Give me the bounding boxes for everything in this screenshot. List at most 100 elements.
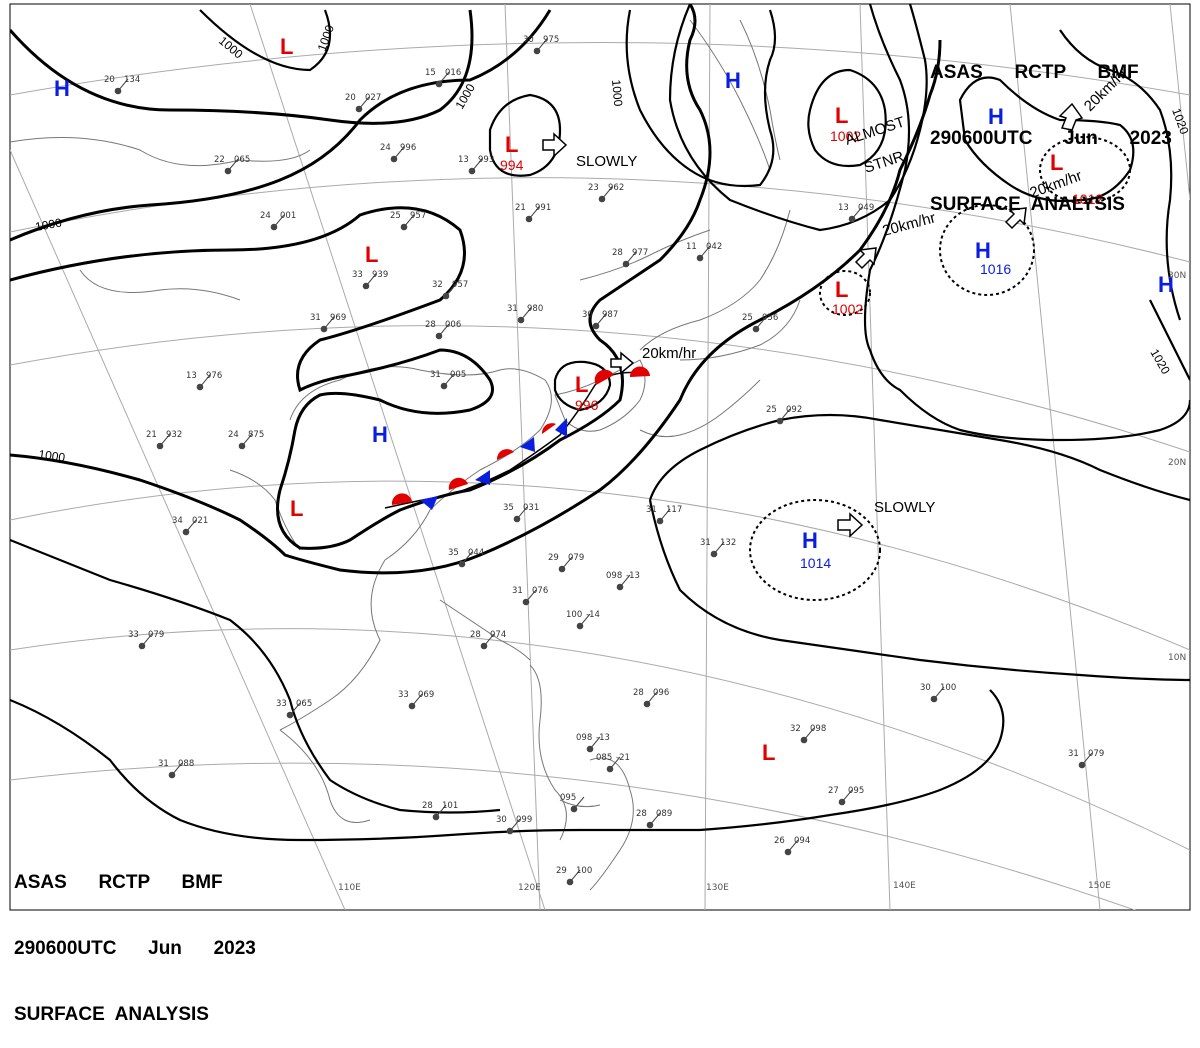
- station-pressure: 049: [858, 203, 874, 213]
- wind-barb: [851, 206, 863, 220]
- latitude-label: 20N: [1168, 458, 1186, 468]
- slowly-note: SLOWLY: [874, 499, 935, 516]
- low-center: L: [835, 277, 848, 302]
- station-plot: 15 016: [425, 68, 461, 88]
- high-center: H: [54, 76, 70, 101]
- station-temperature: 27: [828, 786, 839, 796]
- weather-map: 20 134 15 016 20 027 24 996 13 993 30 975 21 991 23 962…: [9, 3, 1192, 911]
- wind-barb: [411, 693, 423, 707]
- station-temperature: 13: [838, 203, 849, 213]
- station-temperature: 28: [636, 809, 647, 819]
- station-plot: 31 076: [512, 586, 548, 606]
- wind-barb: [365, 273, 377, 287]
- station-temperature: 31: [512, 586, 523, 596]
- longitude-label: 130E: [706, 883, 729, 893]
- coastlines: [10, 19, 801, 891]
- station-pressure: 069: [418, 690, 434, 700]
- station-temperature: 098: [606, 571, 622, 581]
- station-plot: 28 074: [470, 630, 506, 650]
- wind-barb: [483, 633, 495, 647]
- station-temperature: 24: [380, 143, 391, 153]
- station-temperature: 33: [352, 270, 363, 280]
- station-plot: 34 021: [172, 516, 208, 536]
- low-center: L: [505, 132, 518, 157]
- station-plot: 25 092: [766, 405, 802, 425]
- station-plot: 20 134: [104, 75, 140, 95]
- station-pressure: 016: [445, 68, 461, 78]
- longitude-label: 110E: [338, 883, 361, 893]
- station-temperature: 30: [496, 815, 507, 825]
- high-center: H: [372, 422, 388, 447]
- header-line3: SURFACE ANALYSIS: [14, 1004, 209, 1025]
- station-pressure: 056: [762, 313, 778, 323]
- station-temperature: 32: [790, 724, 801, 734]
- station-pressure: -13: [626, 571, 640, 581]
- station-pressure: 001: [280, 211, 296, 221]
- wind-barb: [241, 433, 253, 447]
- station-temperature: 21: [146, 430, 157, 440]
- wind-barb: [289, 702, 301, 716]
- warm-front-symbol: [391, 493, 412, 505]
- station-temperature: 30: [523, 35, 534, 45]
- station-pressure: 132: [720, 538, 736, 548]
- wind-barb: [841, 789, 853, 803]
- low-center: L: [835, 103, 848, 128]
- station-plot: 30 975: [523, 35, 559, 55]
- longitude-label: 150E: [1088, 881, 1111, 891]
- station-temperature: 30: [920, 683, 931, 693]
- wind-barb: [646, 691, 658, 705]
- latitude-label: 30N: [1168, 271, 1186, 281]
- station-pressure: 099: [516, 815, 532, 825]
- station-plot: 31 969: [310, 313, 346, 333]
- wind-barb: [1081, 752, 1093, 766]
- station-plot: 28 006: [425, 320, 461, 340]
- station-pressure: 932: [166, 430, 182, 440]
- station-temperature: 13: [186, 371, 197, 381]
- station-temperature: 095: [560, 793, 576, 803]
- station-temperature: 20: [104, 75, 115, 85]
- station-temperature: 30: [582, 310, 593, 320]
- station-temperature: 085: [596, 753, 612, 763]
- speed-note: 20km/hr: [642, 345, 696, 362]
- station-temperature: 15: [425, 68, 436, 78]
- wind-barb: [933, 686, 945, 700]
- station-plot: 27 095: [828, 786, 864, 806]
- header-top-right: ASAS RCTP BMF 290600UTC Jun 2023 SURFACE…: [930, 18, 1172, 238]
- wind-barb: [227, 158, 239, 172]
- low-center: L: [1050, 150, 1063, 175]
- wind-barb: [528, 206, 540, 220]
- wind-barb: [393, 146, 405, 160]
- station-plot: 31 117: [646, 505, 682, 525]
- station-plot: 21 932: [146, 430, 182, 450]
- station-temperature: 32: [432, 280, 443, 290]
- station-temperature: 28: [425, 320, 436, 330]
- station-plot: 24 001: [260, 211, 296, 231]
- low-value: 1012: [1072, 191, 1103, 207]
- station-temperature: 28: [612, 248, 623, 258]
- station-temperature: 098: [576, 733, 592, 743]
- station-pressure: 031: [523, 503, 539, 513]
- station-pressure: 005: [450, 370, 466, 380]
- station-pressure: 101: [442, 801, 458, 811]
- wind-barb: [779, 408, 791, 422]
- station-plot: 29 079: [548, 553, 584, 573]
- wind-barb: [516, 506, 528, 520]
- isobar-label: 1000: [609, 79, 625, 107]
- station-temperature: 31: [700, 538, 711, 548]
- station-pressure: 044: [468, 548, 484, 558]
- station-plot: 25 056: [742, 313, 778, 333]
- high-center: H: [975, 238, 991, 263]
- station-pressure: 996: [400, 143, 416, 153]
- station-plot: 35 031: [503, 503, 539, 523]
- station-temperature: 100: [566, 610, 582, 620]
- dashed-isobars: [749, 136, 1131, 601]
- station-temperature: 24: [260, 211, 271, 221]
- wind-barb: [619, 574, 631, 588]
- station-plot: 31 005: [430, 370, 466, 390]
- station-plot: 26 094: [774, 836, 810, 856]
- header-bottom-left: ASAS RCTP BMF 290600UTC Jun 2023 SURFACE…: [14, 828, 256, 1048]
- stationary-front: [384, 366, 650, 510]
- station-plot: 24 875: [228, 430, 264, 450]
- wind-barb: [579, 613, 591, 627]
- wind-barb: [185, 519, 197, 533]
